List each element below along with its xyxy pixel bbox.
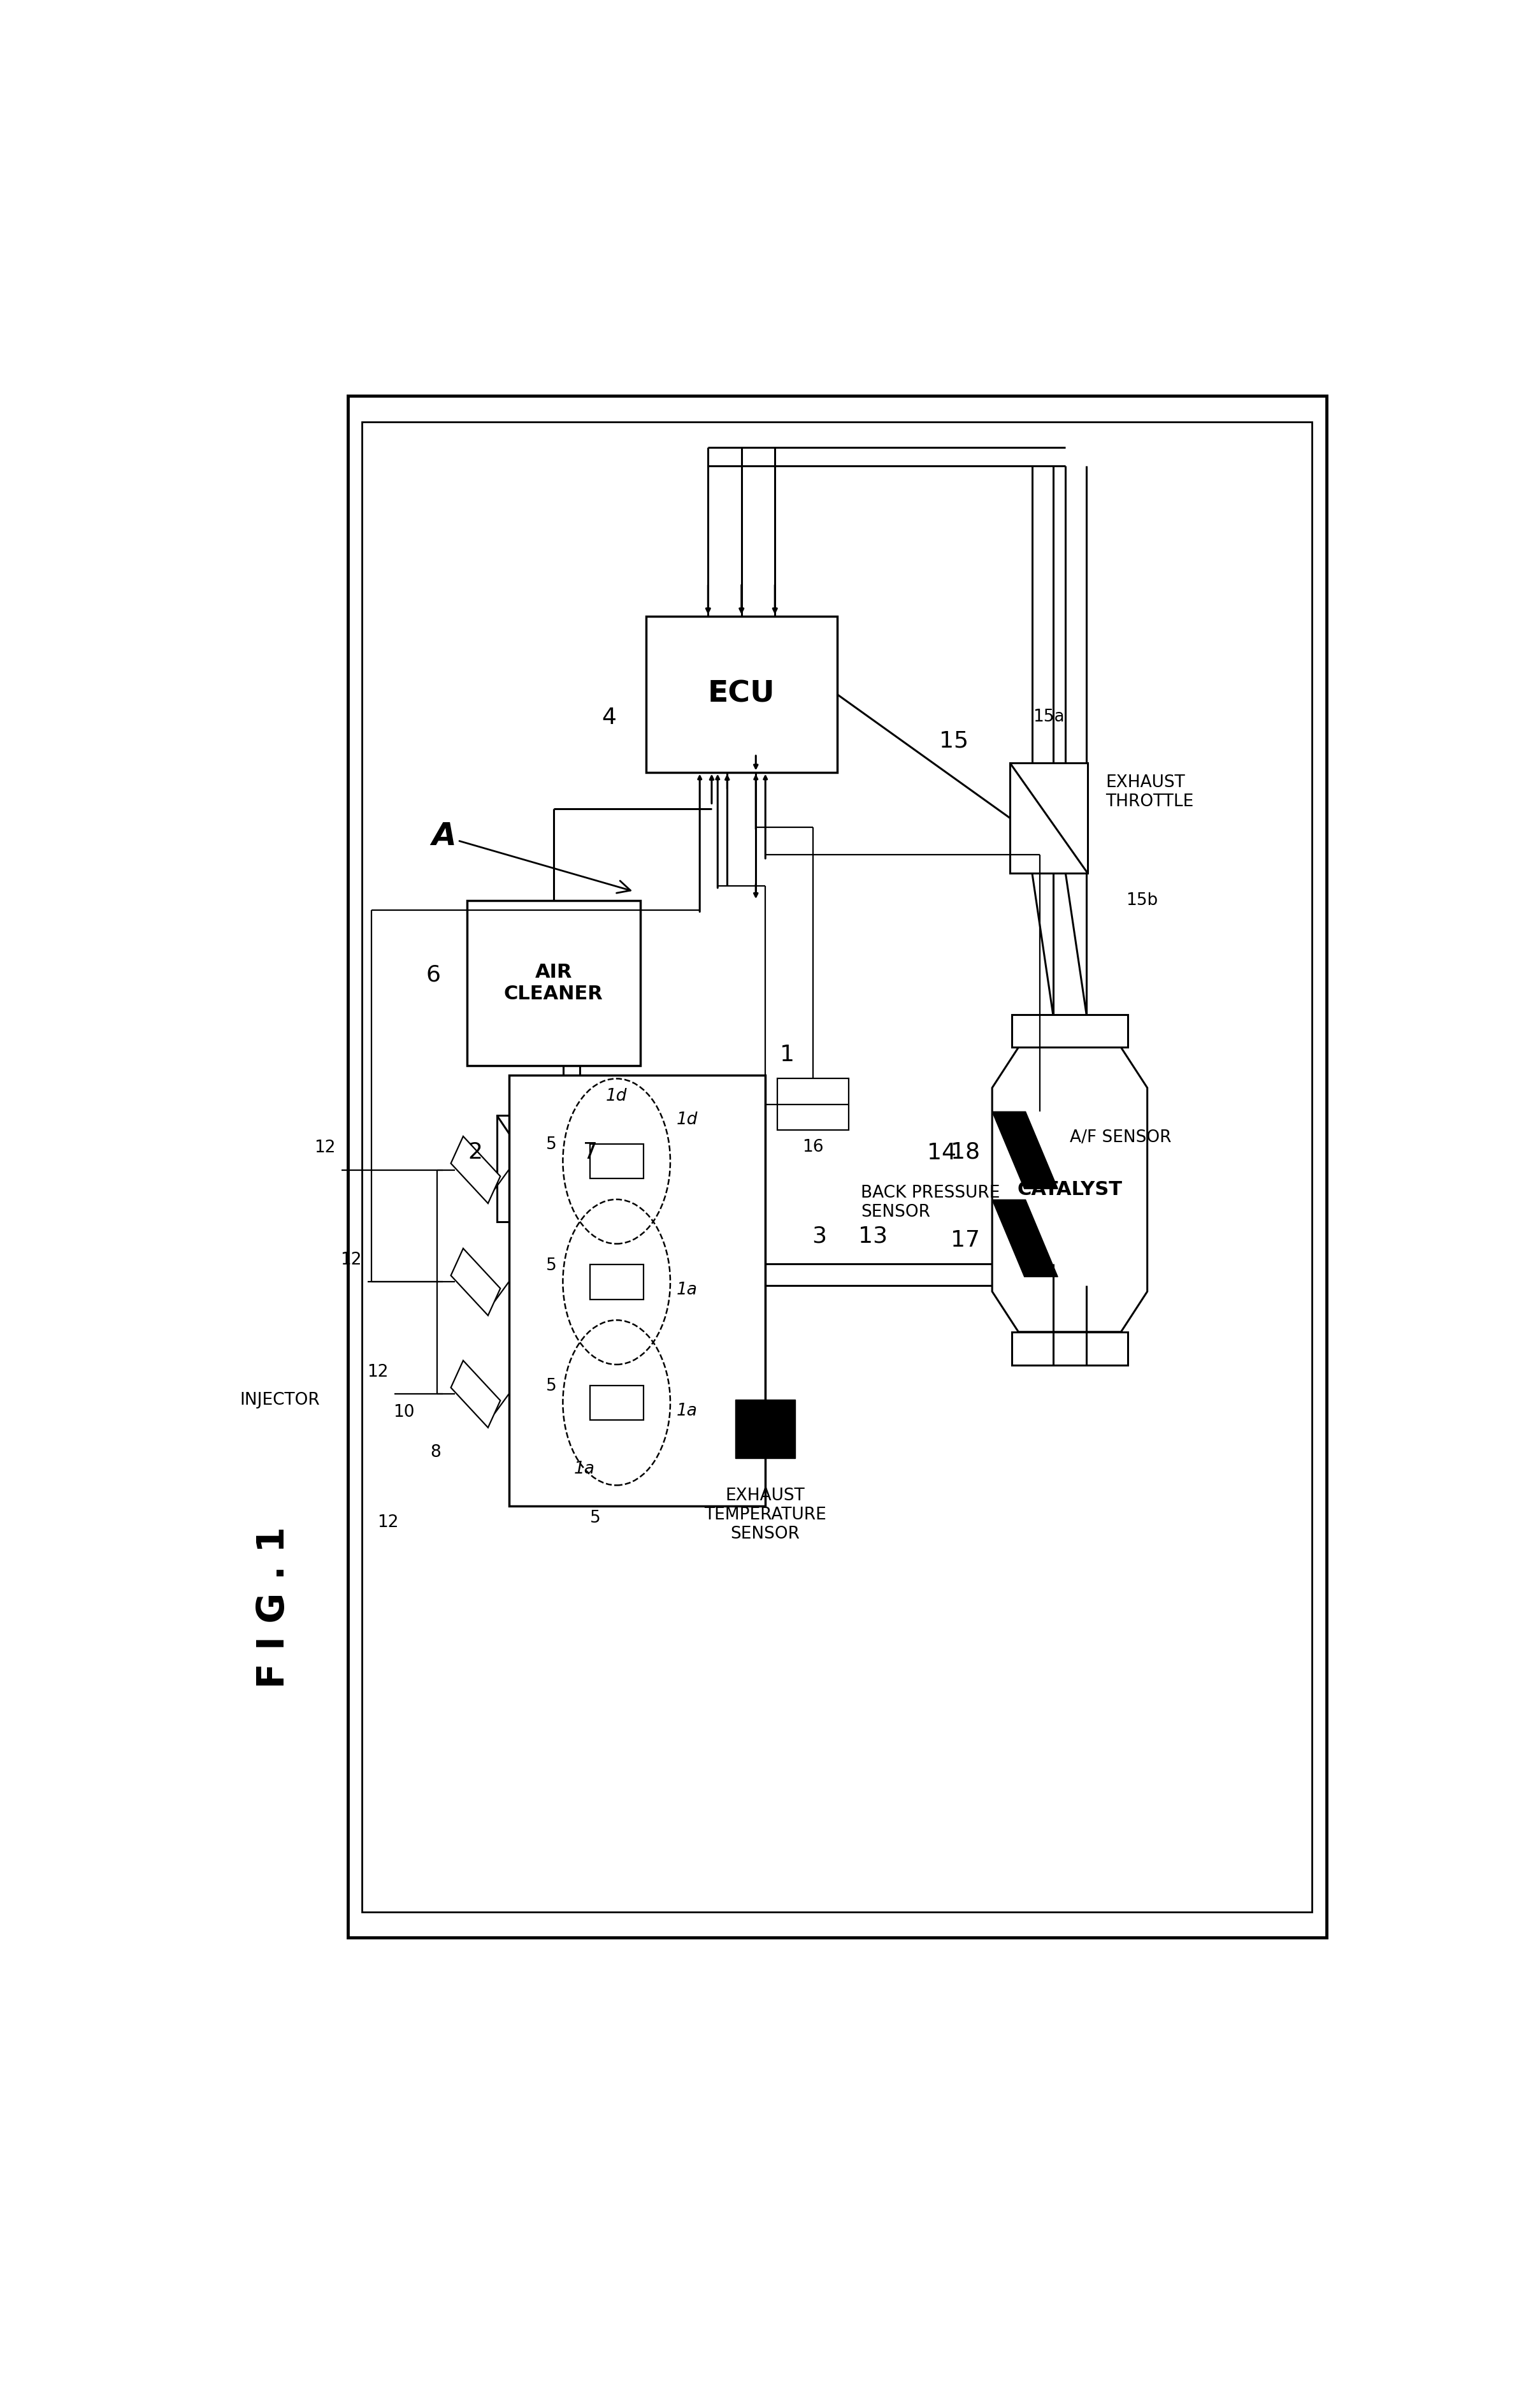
Text: 5: 5 [547, 1137, 557, 1153]
Polygon shape [451, 1361, 500, 1427]
Text: 1: 1 [779, 1044, 795, 1065]
Text: A: A [431, 822, 630, 894]
Text: CATALYST: CATALYST [1016, 1180, 1123, 1199]
Polygon shape [451, 1249, 500, 1315]
Bar [1012, 1015, 1127, 1049]
Text: 5: 5 [547, 1377, 557, 1394]
Polygon shape [451, 1137, 500, 1203]
Bar [647, 617, 838, 772]
Text: F I G . 1: F I G . 1 [256, 1525, 291, 1687]
Text: 5: 5 [590, 1511, 601, 1528]
Text: 12: 12 [314, 1139, 336, 1156]
Bar [1010, 763, 1087, 872]
Text: EXHAUST
THROTTLE: EXHAUST THROTTLE [1106, 774, 1194, 810]
Text: 15: 15 [939, 729, 969, 753]
Polygon shape [992, 1049, 1147, 1332]
Text: 12: 12 [340, 1251, 362, 1268]
Text: 12: 12 [367, 1363, 388, 1380]
Bar [348, 396, 1326, 1937]
Text: 6: 6 [427, 965, 440, 987]
Bar [1012, 1332, 1127, 1365]
Text: EXHAUST
TEMPERATURE
SENSOR: EXHAUST TEMPERATURE SENSOR [704, 1487, 827, 1542]
Bar [497, 1115, 568, 1222]
Polygon shape [992, 1199, 1058, 1277]
Bar [590, 1385, 644, 1420]
Bar [362, 422, 1312, 1911]
Text: 16: 16 [802, 1139, 824, 1156]
Bar [467, 901, 641, 1065]
Text: 18: 18 [950, 1141, 981, 1163]
Text: 17: 17 [950, 1230, 981, 1251]
Text: 1a: 1a [676, 1404, 698, 1420]
Text: 13: 13 [858, 1225, 887, 1246]
Text: 1d: 1d [676, 1110, 698, 1127]
Polygon shape [992, 1110, 1058, 1189]
Text: 5: 5 [547, 1258, 557, 1275]
Text: 8: 8 [430, 1444, 440, 1461]
Text: 3: 3 [812, 1225, 827, 1246]
Bar [590, 1265, 644, 1299]
Bar [778, 1079, 849, 1130]
Text: 4: 4 [602, 708, 616, 729]
Bar [590, 1144, 644, 1180]
Text: 1a: 1a [574, 1461, 594, 1477]
Text: 1a: 1a [676, 1282, 698, 1299]
Text: 12: 12 [377, 1513, 399, 1530]
Text: 15b: 15b [1126, 891, 1158, 908]
Text: 10: 10 [393, 1404, 414, 1420]
Text: 1d: 1d [605, 1089, 627, 1106]
Text: BACK PRESSURE
SENSOR: BACK PRESSURE SENSOR [861, 1184, 999, 1220]
Text: 14: 14 [927, 1141, 956, 1163]
Text: 15a: 15a [1033, 708, 1064, 724]
Text: 2: 2 [468, 1141, 482, 1163]
Text: ECU: ECU [708, 679, 775, 708]
Text: A/F SENSOR: A/F SENSOR [1070, 1130, 1172, 1146]
Text: 7: 7 [582, 1141, 598, 1163]
Text: INJECTOR: INJECTOR [240, 1392, 320, 1408]
Polygon shape [736, 1399, 795, 1458]
Text: AIR
CLEANER: AIR CLEANER [504, 963, 604, 1003]
Bar [508, 1075, 765, 1506]
